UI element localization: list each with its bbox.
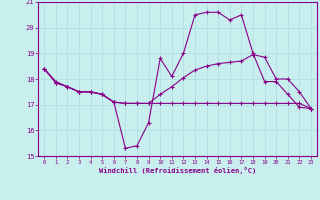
X-axis label: Windchill (Refroidissement éolien,°C): Windchill (Refroidissement éolien,°C) (99, 167, 256, 174)
